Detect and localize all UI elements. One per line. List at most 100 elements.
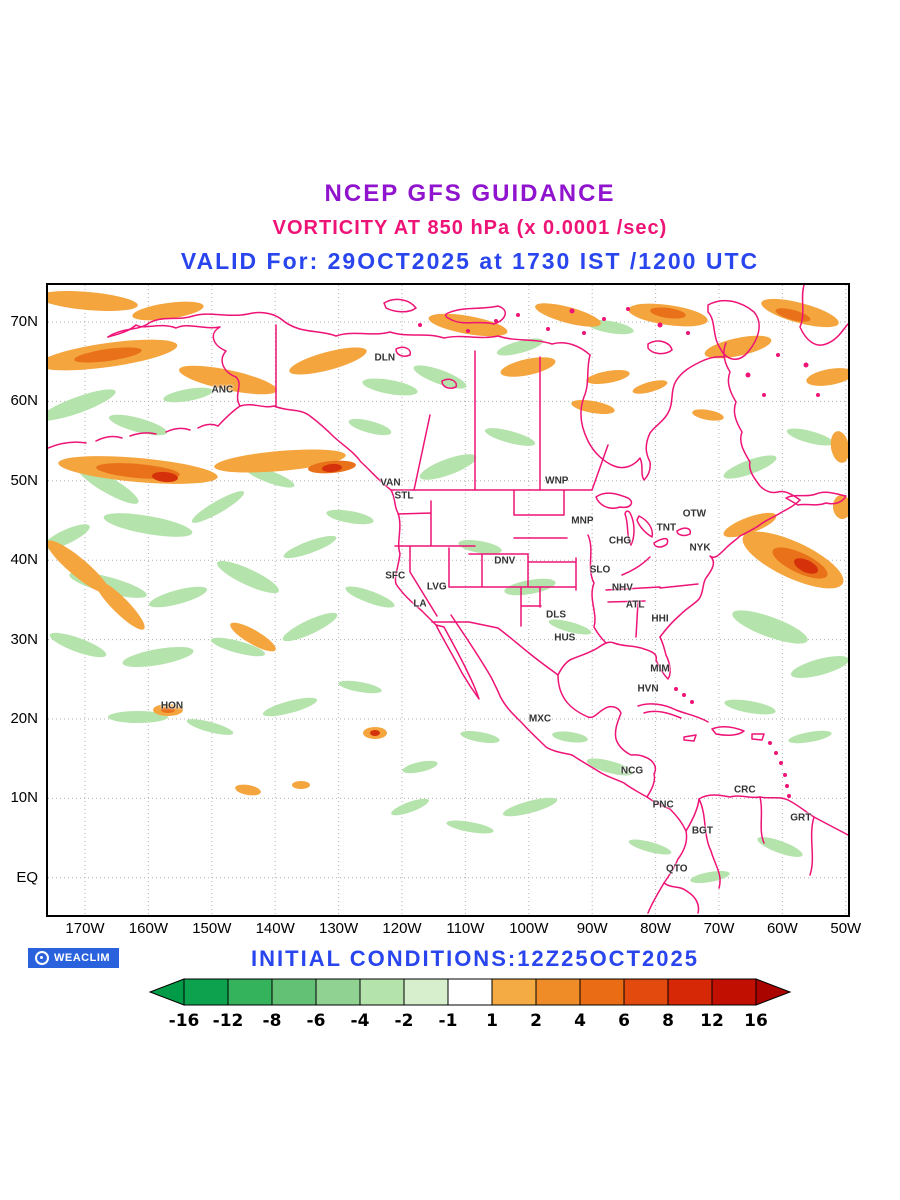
- vorticity-shade: [152, 471, 178, 483]
- x-tick-label: 60W: [766, 920, 798, 937]
- vorticity-shade: [48, 540, 110, 594]
- coastline: [107, 324, 241, 427]
- vorticity-shade: [786, 428, 834, 446]
- x-tick-label: 90W: [576, 920, 608, 937]
- coastlines-layer: [48, 285, 848, 914]
- x-tick-label: 70W: [703, 920, 735, 937]
- colorbar-tick-label: 12: [700, 1011, 724, 1030]
- weaclim-logo-text: WEACLIM: [54, 952, 111, 964]
- station-label-grt: GRT: [790, 812, 812, 824]
- coastline: [48, 423, 219, 449]
- vorticity-shade: [132, 301, 204, 321]
- vorticity-shade: [148, 586, 208, 608]
- colorbar-segment: [227, 978, 273, 1006]
- colorbar-tick-label: -12: [213, 1011, 244, 1030]
- coastline: [107, 311, 591, 356]
- vorticity-shade: [283, 535, 337, 559]
- x-tick-label: 160W: [128, 920, 168, 937]
- vorticity-shade: [757, 837, 803, 857]
- vorticity-shade: [628, 839, 672, 855]
- station-label-crc: CRC: [733, 784, 756, 796]
- vorticity-shade: [830, 431, 848, 463]
- colorbar-tick-label: -6: [307, 1011, 326, 1030]
- vorticity-shade: [793, 558, 819, 574]
- latitude-axis: 70N 60N 50N 40N 30N 20N 10N EQ: [0, 285, 42, 915]
- border-line: [663, 796, 815, 914]
- vorticity-shade: [391, 798, 429, 816]
- y-tick-label: 60N: [10, 392, 38, 410]
- coastline: [659, 499, 801, 638]
- vorticity-shade: [161, 707, 175, 713]
- coastline: [580, 354, 725, 481]
- lake-outline: [676, 527, 692, 537]
- colorbar-tick-label: -16: [169, 1011, 200, 1030]
- station-label-hus: HUS: [554, 632, 576, 644]
- x-tick-label: 150W: [192, 920, 232, 937]
- vorticity-shade: [428, 313, 508, 337]
- vorticity-shade: [500, 357, 556, 377]
- vorticity-shade: [650, 307, 686, 319]
- y-tick-label: 50N: [10, 471, 38, 489]
- vorticity-shade: [496, 338, 544, 356]
- vorticity-shade: [419, 454, 477, 480]
- lake-outline: [636, 515, 654, 538]
- vorticity-shade: [163, 387, 213, 403]
- station-label-dln: DLN: [374, 352, 396, 364]
- colorbar-segment: [271, 978, 317, 1006]
- vorticity-shade: [322, 463, 342, 473]
- vorticity-shade: [362, 378, 418, 396]
- x-tick-label: 120W: [382, 920, 422, 937]
- y-tick-label: 10N: [10, 789, 38, 807]
- colorbar-tick-label: 2: [530, 1011, 542, 1030]
- island-outline: [444, 305, 506, 325]
- vorticity-shade: [48, 291, 138, 311]
- x-tick-label: 80W: [640, 920, 672, 937]
- initial-conditions-line: INITIAL CONDITIONS:12Z25OCT2025: [251, 946, 699, 971]
- colorbar-segment: [447, 978, 493, 1006]
- station-label-otw: OTW: [682, 508, 707, 520]
- vorticity-shade: [108, 414, 168, 436]
- vorticity-shade: [724, 699, 776, 715]
- x-tick-label: 50W: [830, 920, 862, 937]
- map-frame: ANC DLN VAN STL WNP MNP CHG TNT OTW NYK SFC LVG LA DN…: [46, 283, 850, 917]
- colorbar-segment: [403, 978, 449, 1006]
- coastline: [557, 636, 671, 798]
- island-outline: [799, 285, 848, 346]
- y-tick-label: EQ: [16, 868, 38, 886]
- station-label-nhv: NHV: [611, 582, 633, 594]
- colorbar-segment: [667, 978, 713, 1006]
- station-label-ncg: NCG: [620, 765, 644, 777]
- vorticity-shade: [413, 365, 467, 389]
- station-label-mim: MIM: [650, 663, 670, 675]
- border-line: [605, 556, 699, 638]
- colorbar-tick-label: 8: [662, 1011, 674, 1030]
- vorticity-shade: [723, 512, 777, 538]
- vorticity-shade: [108, 711, 168, 723]
- vorticity-shade: [586, 369, 630, 385]
- islands-layer: [418, 307, 820, 798]
- vorticity-shade: [74, 347, 142, 363]
- colorbar-segment: [491, 978, 537, 1006]
- station-labels-layer: ANC DLN VAN STL WNP MNP CHG TNT OTW NYK SFC LVG LA DN…: [48, 285, 848, 915]
- lake-outline: [595, 492, 633, 509]
- vorticity-shade: [235, 784, 261, 796]
- vorticity-shade: [586, 758, 634, 776]
- chart-subtitle: VORTICITY AT 850 hPa (x 0.0001 /sec): [272, 217, 668, 239]
- vorticity-shade: [210, 637, 266, 657]
- island-outline: [707, 299, 760, 360]
- station-label-anc: ANC: [211, 384, 234, 396]
- colorbar-tick-label: 16: [744, 1011, 768, 1030]
- chart-title: NCEP GFS GUIDANCE: [324, 180, 616, 207]
- positive-vorticity-core-layer: [152, 463, 819, 736]
- colorbar-segment: [623, 978, 669, 1006]
- x-tick-label: 170W: [65, 920, 105, 937]
- vorticity-shade: [191, 491, 245, 523]
- station-label-hvn: HVN: [637, 683, 659, 695]
- border-line: [413, 350, 609, 491]
- y-tick-label: 30N: [10, 630, 38, 648]
- border-line: [587, 534, 607, 644]
- colorbar-segment: [315, 978, 361, 1006]
- negative-vorticity-layer: [48, 319, 848, 884]
- vorticity-shade: [552, 731, 588, 743]
- vorticity-shade: [460, 730, 500, 744]
